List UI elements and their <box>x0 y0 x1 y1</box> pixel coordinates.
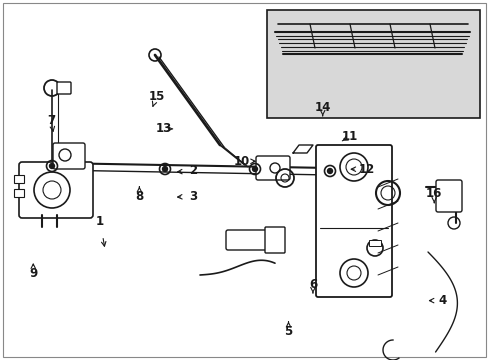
Text: 1: 1 <box>96 215 104 228</box>
Polygon shape <box>292 145 312 153</box>
Text: 10: 10 <box>233 155 250 168</box>
Text: 13: 13 <box>155 122 172 135</box>
Text: 14: 14 <box>314 101 330 114</box>
FancyBboxPatch shape <box>19 162 93 218</box>
Bar <box>14 175 24 183</box>
Circle shape <box>252 166 257 171</box>
Text: 8: 8 <box>135 190 143 203</box>
Circle shape <box>49 163 54 168</box>
Bar <box>368 240 380 246</box>
Text: 11: 11 <box>341 130 357 143</box>
Text: 2: 2 <box>189 165 197 177</box>
Text: 3: 3 <box>189 190 197 203</box>
Text: 4: 4 <box>438 294 446 307</box>
Text: 16: 16 <box>425 187 442 200</box>
Text: 7: 7 <box>47 114 55 127</box>
FancyBboxPatch shape <box>53 143 85 169</box>
Text: 9: 9 <box>29 267 37 280</box>
FancyBboxPatch shape <box>57 82 71 94</box>
Text: 5: 5 <box>284 325 292 338</box>
Bar <box>266 10 479 118</box>
Circle shape <box>327 168 332 174</box>
Circle shape <box>162 166 167 171</box>
FancyBboxPatch shape <box>256 156 289 180</box>
Text: 12: 12 <box>358 163 374 176</box>
FancyBboxPatch shape <box>315 145 391 297</box>
FancyBboxPatch shape <box>225 230 271 250</box>
Text: 15: 15 <box>148 90 164 103</box>
FancyBboxPatch shape <box>264 227 285 253</box>
Text: 6: 6 <box>308 278 316 291</box>
Bar <box>14 189 24 197</box>
FancyBboxPatch shape <box>435 180 461 212</box>
